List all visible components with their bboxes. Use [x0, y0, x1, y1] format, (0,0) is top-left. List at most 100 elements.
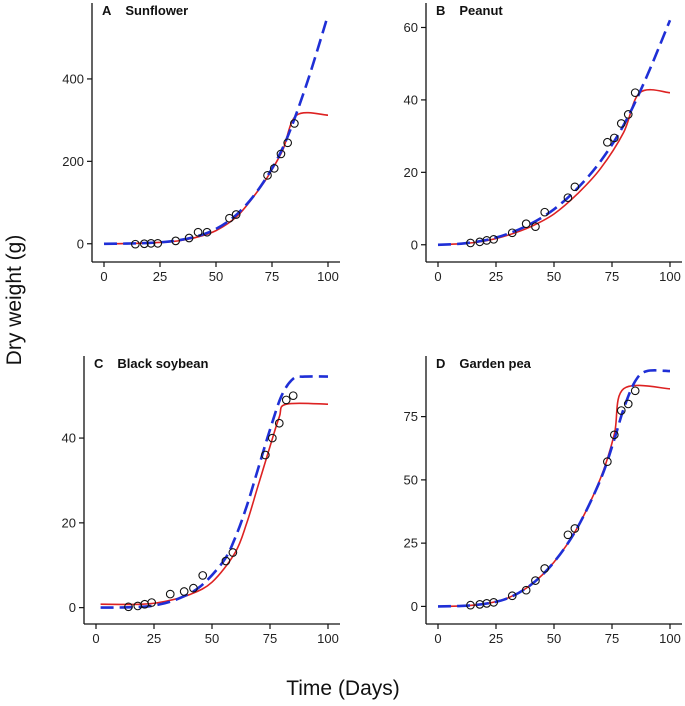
data-point	[623, 399, 633, 409]
data-point	[276, 149, 286, 159]
x-tick-label: 25	[489, 631, 503, 646]
series-blue-fit	[437, 19, 672, 247]
data-point	[198, 571, 208, 580]
data-point	[466, 238, 475, 248]
x-tick-label: 50	[209, 269, 223, 284]
panel-letter: B	[436, 3, 445, 18]
x-axis-title: Time (Days)	[286, 677, 400, 700]
data-point	[231, 210, 241, 219]
x-tick-label: 25	[147, 631, 161, 646]
x-tick-label: 0	[434, 631, 441, 646]
y-tick-label: 200	[62, 154, 84, 169]
data-point	[228, 548, 238, 557]
data-point	[563, 193, 573, 203]
panel-name: Black soybean	[117, 356, 208, 371]
x-tick-label: 50	[205, 631, 219, 646]
panel-a: A Sunflower 0 25 50 75 100 0 200 400	[62, 3, 340, 284]
y-tick-label: 400	[62, 71, 84, 86]
panel-letter: C	[94, 356, 104, 371]
data-point	[221, 556, 231, 566]
data-point	[269, 164, 279, 173]
x-tick-label: 25	[489, 269, 503, 284]
data-point	[616, 119, 626, 128]
data-point	[288, 391, 298, 401]
data-point	[540, 564, 550, 573]
y-tick-label: 60	[404, 20, 418, 35]
data-point	[507, 591, 517, 601]
data-point	[609, 133, 619, 143]
panel-title: D Garden pea	[436, 356, 532, 371]
panel-letter: A	[102, 3, 112, 18]
y-tick-label: 20	[62, 515, 76, 530]
panel-letter: D	[436, 356, 445, 371]
y-tick-label: 0	[77, 236, 84, 251]
y-tick-label: 0	[411, 599, 418, 614]
data-point	[609, 430, 619, 440]
y-tick-label: 50	[404, 472, 418, 487]
data-point	[521, 585, 531, 595]
data-point	[193, 227, 203, 237]
data-point	[261, 450, 270, 460]
data-point	[466, 600, 475, 610]
x-tick-label: 75	[263, 631, 277, 646]
x-tick-label: 75	[605, 269, 619, 284]
data-point	[171, 236, 181, 246]
x-tick-label: 25	[153, 269, 167, 284]
x-tick-label: 50	[547, 631, 561, 646]
data-point	[531, 222, 540, 232]
panel-c: C Black soybean 0 25 50 75 100 0 20 40	[62, 356, 340, 646]
panel-title: C Black soybean	[94, 356, 208, 371]
panel-name: Peanut	[459, 3, 503, 18]
data-point	[274, 418, 284, 428]
data-point	[507, 228, 517, 238]
y-tick-label: 40	[62, 431, 76, 446]
data-point	[165, 589, 175, 599]
data-point	[131, 239, 140, 249]
data-point	[283, 138, 293, 148]
data-point	[563, 530, 573, 540]
y-tick-label: 0	[69, 600, 76, 615]
data-point	[153, 238, 163, 248]
data-point	[603, 457, 612, 467]
panel-name: Garden pea	[459, 356, 531, 371]
data-point	[267, 433, 277, 443]
data-point	[202, 227, 212, 237]
data-point	[290, 119, 299, 128]
data-point	[531, 576, 540, 585]
data-point	[184, 233, 194, 243]
y-tick-label: 25	[404, 536, 418, 551]
data-point	[540, 207, 550, 217]
series-red-fit	[437, 88, 671, 246]
series-blue-fit	[103, 14, 330, 246]
y-tick-label: 40	[404, 92, 418, 107]
data-point	[147, 598, 157, 607]
y-tick-label: 75	[404, 409, 418, 424]
x-tick-label: 100	[659, 631, 681, 646]
data-point	[281, 395, 291, 405]
x-tick-label: 100	[317, 269, 339, 284]
y-axis-title: Dry weight (g)	[3, 235, 26, 366]
data-point	[139, 239, 149, 249]
x-tick-label: 0	[92, 631, 99, 646]
data-point	[489, 598, 499, 607]
x-tick-label: 50	[547, 269, 561, 284]
panel-b: B Peanut 0 25 50 75 100 0 20 40 60	[404, 3, 682, 284]
x-tick-label: 100	[317, 631, 339, 646]
y-tick-label: 0	[411, 237, 418, 252]
series-red-fit	[437, 384, 671, 608]
x-tick-label: 0	[434, 269, 441, 284]
data-point	[179, 587, 189, 596]
y-tick-label: 20	[404, 165, 418, 180]
x-tick-label: 75	[605, 631, 619, 646]
data-point	[616, 406, 626, 415]
data-point	[521, 219, 531, 229]
panel-title: B Peanut	[436, 3, 503, 18]
data-point	[623, 110, 633, 119]
data-point	[263, 171, 272, 180]
data-point	[189, 583, 198, 593]
series-blue-fit	[100, 375, 329, 609]
panel-name: Sunflower	[125, 3, 188, 18]
series-red-fit	[100, 402, 329, 606]
